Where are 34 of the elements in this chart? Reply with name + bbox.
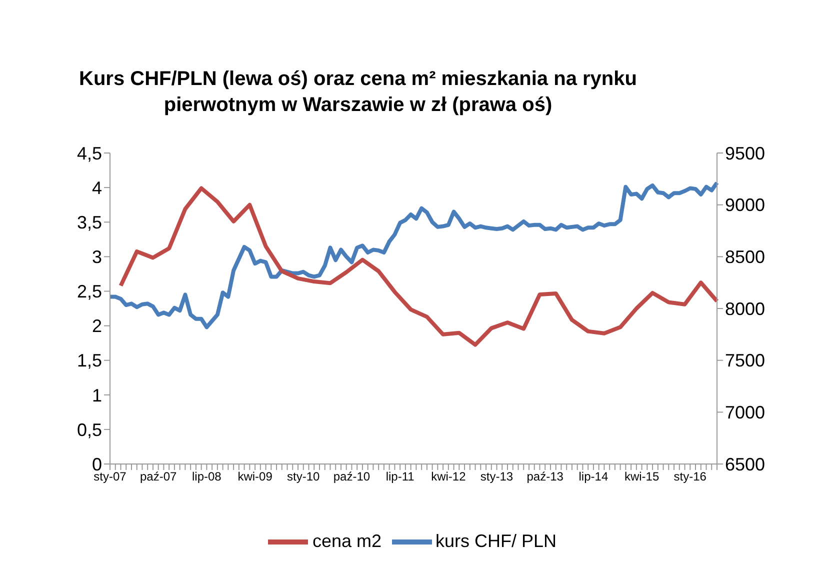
x-tick-label: paź-07 (140, 470, 178, 484)
x-tick-label: lip-08 (192, 470, 222, 484)
y-tick-label: 1 (92, 385, 102, 406)
y-tick-label: 4,5 (76, 143, 102, 164)
y-tick-label: 3,5 (76, 212, 102, 232)
y-tick-label: 4 (92, 178, 102, 198)
y2-tick-label: 7000 (725, 402, 766, 423)
legend-label: cena m2 (312, 530, 382, 551)
x-tick-label: paź-13 (526, 470, 564, 484)
y-tick-label: 2 (92, 316, 102, 336)
y2-tick-label: 7500 (725, 350, 766, 371)
x-tick-label: sty-13 (480, 470, 514, 484)
x-tick-label: kwi-12 (431, 470, 466, 484)
x-tick-label: kwi-09 (238, 470, 273, 484)
y2-tick-label: 9000 (725, 195, 766, 216)
line-series (108, 180, 719, 330)
y-tick-label: 1,5 (76, 350, 102, 371)
x-tick-label: sty-16 (674, 470, 707, 484)
y2-tick-label: 8000 (725, 298, 766, 319)
x-tick-label: lip-11 (386, 470, 415, 484)
line-series (118, 186, 719, 347)
y-tick-label: 0,5 (76, 420, 102, 440)
legend-label: kurs CHF/ PLN (436, 530, 557, 551)
x-tick-label: lip-14 (578, 470, 608, 484)
x-tick-label: sty-07 (94, 470, 127, 484)
chart-title: Kurs CHF/PLN (lewa oś) oraz cena m² mieszkania na rynku pierwotnym w Warszawie w zł (prawa oś) (78, 67, 638, 118)
x-tick-label: sty-10 (287, 470, 320, 484)
y2-tick-label: 6500 (725, 454, 766, 474)
y-tick-label: 2,5 (76, 282, 102, 302)
x-tick-label: paź-10 (333, 470, 370, 484)
y2-tick-label: 8500 (725, 247, 766, 268)
y2-tick-label: 9500 (725, 143, 766, 164)
x-tick-label: kwi-15 (624, 470, 660, 484)
y-tick-label: 3 (92, 247, 102, 268)
